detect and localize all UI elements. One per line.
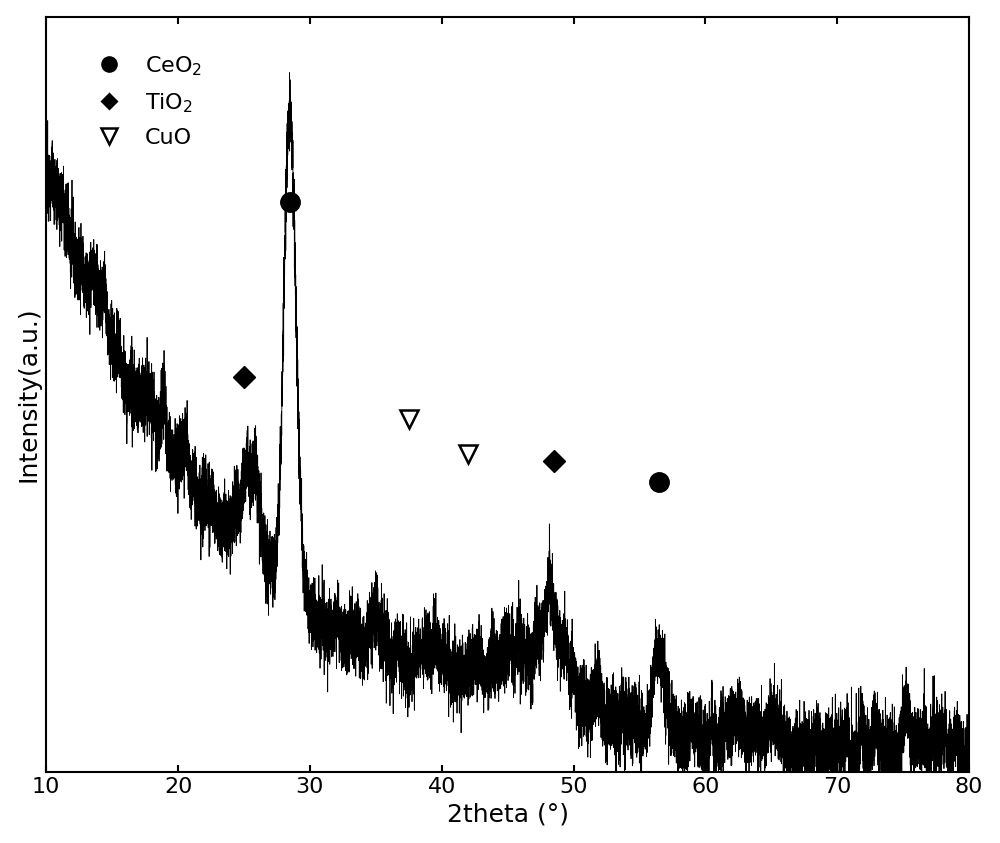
Legend: CeO$_2$, TiO$_2$, CuO: CeO$_2$, TiO$_2$, CuO: [76, 43, 213, 159]
Y-axis label: Intensity(a.u.): Intensity(a.u.): [17, 307, 41, 482]
X-axis label: 2theta (°): 2theta (°): [447, 803, 569, 826]
